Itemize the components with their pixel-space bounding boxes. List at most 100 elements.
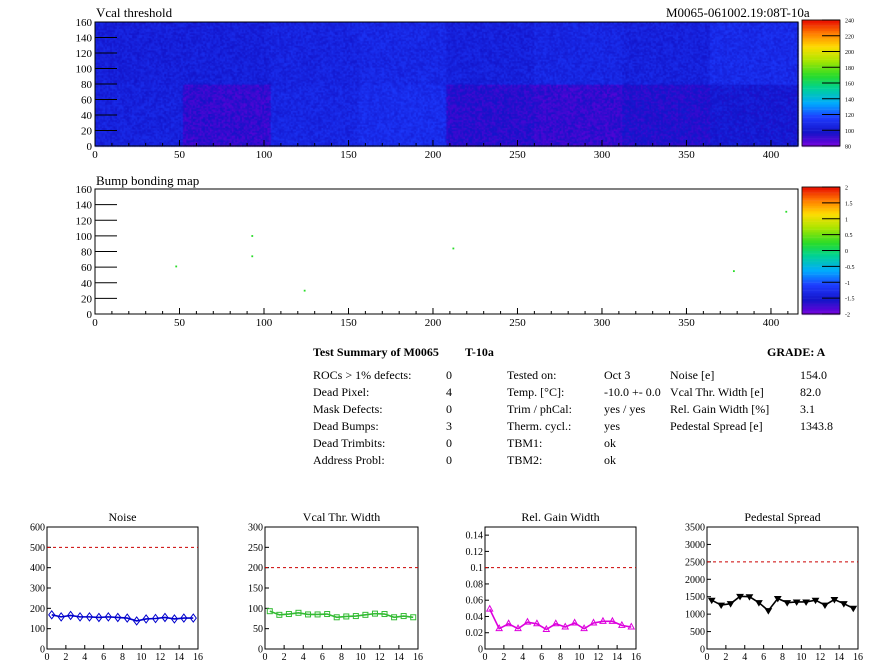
y-tick-label: 100 (76, 231, 93, 243)
data-point (773, 595, 782, 603)
plot-frame (484, 526, 637, 650)
y-tick-label: 0.06 (466, 596, 484, 607)
x-tick-label: 8 (339, 652, 344, 663)
data-point (589, 618, 598, 626)
series-line (488, 608, 632, 631)
data-point (371, 610, 378, 617)
y-tick-label: 80 (81, 79, 93, 91)
map2-title: Bump bonding map (96, 173, 200, 188)
y-tick-label: 100 (76, 64, 93, 76)
data-point (123, 613, 131, 623)
y-tick-label: 150 (248, 584, 263, 595)
data-point (305, 611, 312, 618)
data-point (161, 612, 169, 623)
x-tick-label: 400 (763, 149, 780, 161)
summary-value: 0 (446, 368, 452, 382)
x-tick-label: 350 (678, 149, 695, 161)
y-tick-label: 0 (700, 645, 705, 656)
summary-label: Noise [e] (670, 368, 715, 382)
x-tick-label: 200 (425, 149, 442, 161)
x-tick-label: 0 (45, 652, 50, 663)
y-tick-label: 300 (248, 523, 263, 534)
data-point (561, 622, 570, 630)
x-tick-label: 4 (742, 652, 747, 663)
x-tick-label: 8 (558, 652, 563, 663)
y-tick-label: 20 (81, 126, 93, 138)
y-tick-label: 250 (248, 543, 263, 554)
y-tick-label: 0.04 (466, 612, 484, 623)
summary-temp-tag: T-10a (465, 345, 494, 359)
data-point (410, 614, 417, 621)
x-tick-label: 10 (136, 652, 146, 663)
y-tick-label: 200 (30, 604, 45, 615)
color-scale-label: -1.5 (845, 297, 855, 303)
data-point (314, 611, 321, 618)
data-point (151, 613, 160, 624)
plot-title: Noise (109, 510, 137, 524)
summary-label: Dead Trimbits: (313, 436, 386, 450)
data-point (333, 614, 340, 621)
y-tick-label: 120 (76, 48, 93, 60)
summary-value: yes / yes (604, 402, 646, 416)
dead-bump-pixel (732, 270, 735, 273)
summary-label: Address Probl: (313, 453, 385, 467)
data-point (391, 614, 398, 621)
summary-label: Trim / phCal: (507, 402, 572, 416)
summary-label: Mask Defects: (313, 402, 383, 416)
x-tick-label: 14 (834, 652, 844, 663)
color-scale-label: 240 (845, 19, 854, 25)
summary-label: Dead Pixel: (313, 385, 370, 399)
y-tick-label: 160 (76, 184, 93, 196)
summary-value: Oct 3 (604, 368, 631, 382)
x-tick-label: 100 (256, 317, 273, 329)
x-tick-label: 12 (155, 652, 165, 663)
data-point (580, 624, 588, 632)
x-tick-label: 12 (375, 652, 385, 663)
data-point (485, 604, 494, 612)
plot-title: Vcal Thr. Width (303, 510, 380, 524)
x-tick-label: 250 (509, 317, 526, 329)
y-tick-label: 500 (30, 543, 45, 554)
data-point (76, 612, 84, 622)
data-point (133, 616, 141, 626)
y-tick-label: 40 (81, 278, 93, 290)
data-point (792, 599, 801, 606)
summary-label: TBM2: (507, 453, 543, 467)
data-point (570, 618, 579, 626)
summary-label: Rel. Gain Width [%] (670, 402, 770, 416)
summary-value: -10.0 +- 0.0 (604, 385, 661, 399)
map-frame (94, 21, 799, 147)
series-line (269, 610, 414, 619)
x-tick-label: 14 (394, 652, 404, 663)
data-point (276, 611, 283, 618)
x-tick-label: 8 (780, 652, 785, 663)
x-tick-label: 16 (413, 652, 423, 663)
data-point (400, 613, 407, 620)
data-point (48, 610, 56, 620)
y-tick-label: 1000 (685, 610, 705, 621)
color-scale-label: -0.5 (845, 265, 855, 271)
plot-frame (46, 526, 199, 650)
x-tick-label: 12 (593, 652, 603, 663)
summary-value: 3.1 (800, 402, 815, 416)
color-scale-label: 1 (845, 217, 848, 223)
data-point (783, 600, 792, 607)
y-tick-label: 400 (30, 563, 45, 574)
y-tick-label: 0 (87, 141, 93, 153)
y-tick-label: 40 (81, 110, 93, 122)
data-point (189, 613, 197, 623)
data-point (821, 602, 829, 610)
data-point (802, 599, 810, 606)
color-scale-label: 140 (845, 97, 854, 103)
y-tick-label: 140 (76, 33, 93, 45)
data-point (66, 610, 75, 621)
y-tick-label: 3500 (685, 523, 705, 534)
data-point (362, 611, 369, 618)
data-point (85, 612, 94, 622)
y-tick-label: 0.02 (466, 628, 484, 639)
x-tick-label: 400 (763, 317, 780, 329)
y-tick-label: 100 (30, 624, 45, 635)
summary-title: Test Summary of M0065 (313, 345, 439, 359)
summary-label: Dead Bumps: (313, 419, 379, 433)
